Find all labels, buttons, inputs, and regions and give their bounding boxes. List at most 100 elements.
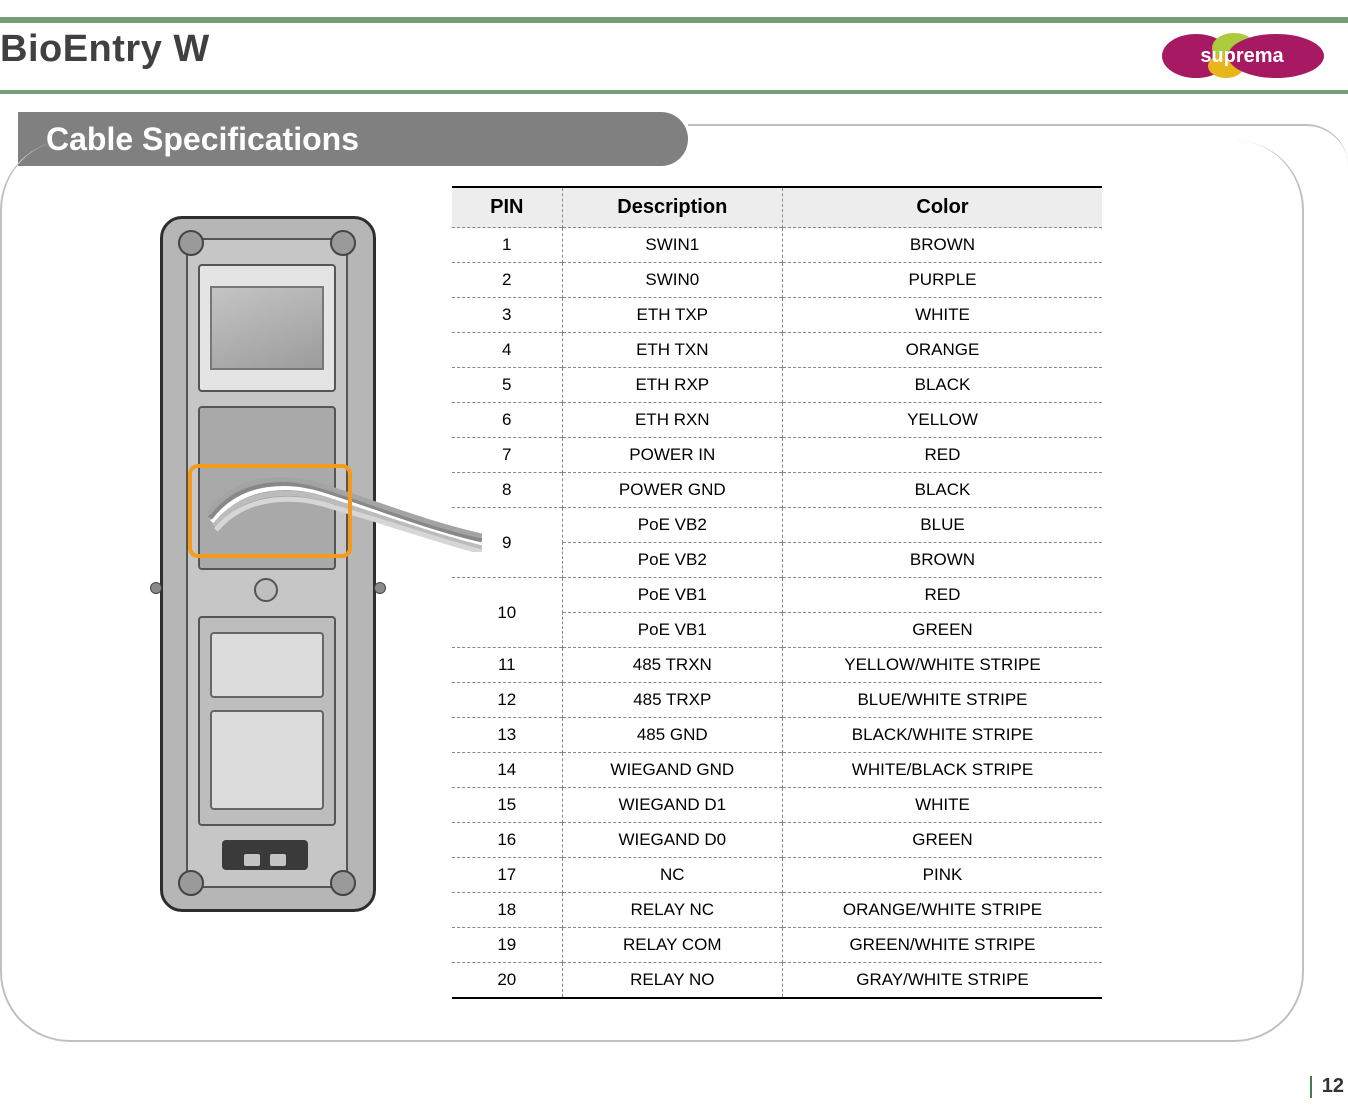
cell-description: ETH RXP bbox=[562, 368, 782, 403]
cell-description: POWER GND bbox=[562, 473, 782, 508]
device-bottom-slot bbox=[198, 616, 336, 826]
cell-pin: 7 bbox=[452, 438, 562, 473]
table-col-desc: Description bbox=[562, 187, 782, 228]
cell-description: 485 TRXP bbox=[562, 683, 782, 718]
cell-color: BLACK/WHITE STRIPE bbox=[782, 718, 1102, 753]
table-row: 20RELAY NOGRAY/WHITE STRIPE bbox=[452, 963, 1102, 999]
table-col-color: Color bbox=[782, 187, 1102, 228]
table-row: 18RELAY NCORANGE/WHITE STRIPE bbox=[452, 893, 1102, 928]
table-row: 16WIEGAND D0GREEN bbox=[452, 823, 1102, 858]
cell-color: ORANGE bbox=[782, 333, 1102, 368]
cell-color: PURPLE bbox=[782, 263, 1102, 298]
cable-highlight-box bbox=[188, 464, 352, 558]
cell-pin: 11 bbox=[452, 648, 562, 683]
table-row: 17NCPINK bbox=[452, 858, 1102, 893]
cell-description: 485 GND bbox=[562, 718, 782, 753]
cell-color: ORANGE/WHITE STRIPE bbox=[782, 893, 1102, 928]
table-row: 12485 TRXPBLUE/WHITE STRIPE bbox=[452, 683, 1102, 718]
table-row: 10PoE VB1RED bbox=[452, 578, 1102, 613]
cell-description: RELAY COM bbox=[562, 928, 782, 963]
page-number: 12 bbox=[1322, 1075, 1348, 1098]
cell-description: PoE VB1 bbox=[562, 613, 782, 648]
table-row: 7POWER INRED bbox=[452, 438, 1102, 473]
cell-color: BLUE bbox=[782, 508, 1102, 543]
cell-description: RELAY NC bbox=[562, 893, 782, 928]
table-row: 6ETH RXNYELLOW bbox=[452, 403, 1102, 438]
device-side-dot-icon bbox=[150, 582, 162, 594]
device-top-slot bbox=[198, 264, 336, 392]
cell-pin: 1 bbox=[452, 228, 562, 263]
logo-text: suprema bbox=[1200, 45, 1284, 67]
cell-pin: 17 bbox=[452, 858, 562, 893]
cell-description: SWIN1 bbox=[562, 228, 782, 263]
screw-icon bbox=[178, 230, 204, 256]
cell-color: BROWN bbox=[782, 228, 1102, 263]
table-row: 1SWIN1BROWN bbox=[452, 228, 1102, 263]
cell-color: BLUE/WHITE STRIPE bbox=[782, 683, 1102, 718]
cell-description: ETH TXP bbox=[562, 298, 782, 333]
page-number-bar: 12 bbox=[1310, 1075, 1348, 1098]
table-row: 13485 GNDBLACK/WHITE STRIPE bbox=[452, 718, 1102, 753]
cell-description: 485 TRXN bbox=[562, 648, 782, 683]
cell-pin: 12 bbox=[452, 683, 562, 718]
cell-color: BROWN bbox=[782, 543, 1102, 578]
cell-description: POWER IN bbox=[562, 438, 782, 473]
table-row: 5ETH RXPBLACK bbox=[452, 368, 1102, 403]
cell-color: BLACK bbox=[782, 473, 1102, 508]
cell-color: YELLOW bbox=[782, 403, 1102, 438]
cell-description: PoE VB2 bbox=[562, 508, 782, 543]
cell-description: PoE VB2 bbox=[562, 543, 782, 578]
cell-pin: 5 bbox=[452, 368, 562, 403]
device-illustration bbox=[130, 216, 410, 936]
cell-color: WHITE/BLACK STRIPE bbox=[782, 753, 1102, 788]
cell-pin: 6 bbox=[452, 403, 562, 438]
table-row: 19RELAY COMGREEN/WHITE STRIPE bbox=[452, 928, 1102, 963]
header-stripe-top bbox=[0, 17, 1348, 23]
cell-pin: 15 bbox=[452, 788, 562, 823]
cell-color: WHITE bbox=[782, 298, 1102, 333]
cell-pin: 20 bbox=[452, 963, 562, 999]
cell-pin: 4 bbox=[452, 333, 562, 368]
cell-description: SWIN0 bbox=[562, 263, 782, 298]
cell-description: NC bbox=[562, 858, 782, 893]
table-body: 1SWIN1BROWN2SWIN0PURPLE3ETH TXPWHITE4ETH… bbox=[452, 228, 1102, 999]
cell-description: PoE VB1 bbox=[562, 578, 782, 613]
cell-pin: 13 bbox=[452, 718, 562, 753]
cell-pin: 2 bbox=[452, 263, 562, 298]
table-col-pin: PIN bbox=[452, 187, 562, 228]
table-row: 2SWIN0PURPLE bbox=[452, 263, 1102, 298]
cell-pin: 3 bbox=[452, 298, 562, 333]
cell-color: YELLOW/WHITE STRIPE bbox=[782, 648, 1102, 683]
page-number-separator-icon bbox=[1310, 1076, 1312, 1098]
table-row: 11485 TRXNYELLOW/WHITE STRIPE bbox=[452, 648, 1102, 683]
cell-description: WIEGAND GND bbox=[562, 753, 782, 788]
table-row: 3ETH TXPWHITE bbox=[452, 298, 1102, 333]
cell-color: RED bbox=[782, 438, 1102, 473]
screw-icon bbox=[330, 870, 356, 896]
device-center-pin-icon bbox=[254, 578, 278, 602]
page-title: BioEntry W bbox=[0, 28, 210, 71]
table-row: 4ETH TXNORANGE bbox=[452, 333, 1102, 368]
cell-color: BLACK bbox=[782, 368, 1102, 403]
screw-icon bbox=[178, 870, 204, 896]
table-row: 15WIEGAND D1WHITE bbox=[452, 788, 1102, 823]
device-foot-plate bbox=[222, 840, 308, 870]
cell-pin: 10 bbox=[452, 578, 562, 648]
cell-description: ETH TXN bbox=[562, 333, 782, 368]
table-row: 8POWER GNDBLACK bbox=[452, 473, 1102, 508]
cell-description: ETH RXN bbox=[562, 403, 782, 438]
device-side-dot-icon bbox=[374, 582, 386, 594]
header: BioEntry W suprema bbox=[0, 0, 1348, 94]
table-row: 9PoE VB2BLUE bbox=[452, 508, 1102, 543]
cell-color: GREEN bbox=[782, 613, 1102, 648]
cell-description: WIEGAND D0 bbox=[562, 823, 782, 858]
cell-color: GRAY/WHITE STRIPE bbox=[782, 963, 1102, 999]
cell-description: WIEGAND D1 bbox=[562, 788, 782, 823]
cell-pin: 14 bbox=[452, 753, 562, 788]
cell-color: RED bbox=[782, 578, 1102, 613]
table-row: 14WIEGAND GNDWHITE/BLACK STRIPE bbox=[452, 753, 1102, 788]
cell-description: RELAY NO bbox=[562, 963, 782, 999]
cable-spec-table: PIN Description Color 1SWIN1BROWN2SWIN0P… bbox=[452, 186, 1102, 999]
screw-icon bbox=[330, 230, 356, 256]
cell-color: GREEN/WHITE STRIPE bbox=[782, 928, 1102, 963]
